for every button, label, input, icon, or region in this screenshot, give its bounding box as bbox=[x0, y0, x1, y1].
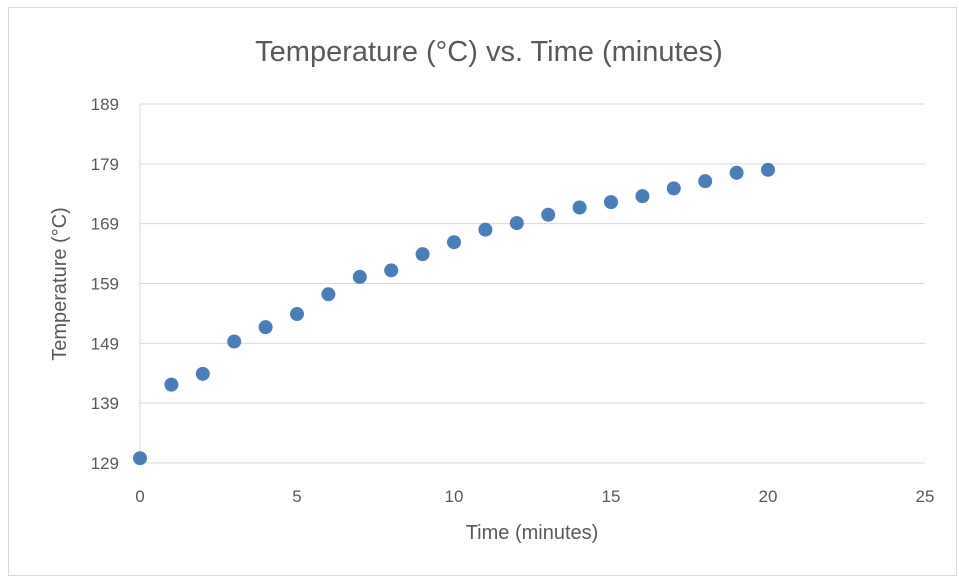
data-point bbox=[290, 307, 304, 322]
chart-title: Temperature (°C) vs. Time (minutes) bbox=[255, 36, 723, 68]
data-point bbox=[384, 263, 399, 278]
y-tick-label: 159 bbox=[91, 275, 119, 294]
x-tick-label: 5 bbox=[292, 487, 301, 506]
gridlines bbox=[139, 103, 925, 463]
data-point bbox=[415, 247, 430, 262]
data-point bbox=[195, 366, 210, 381]
data-point bbox=[478, 222, 493, 237]
data-point bbox=[321, 287, 336, 302]
y-axis-title: Temperature (°C) bbox=[49, 207, 71, 361]
x-tick-label: 25 bbox=[916, 487, 935, 506]
data-point bbox=[761, 162, 775, 177]
y-tick-label: 169 bbox=[91, 215, 119, 234]
data-point bbox=[666, 181, 681, 196]
x-tick-label: 10 bbox=[445, 487, 464, 506]
data-point bbox=[635, 189, 650, 204]
data-point bbox=[352, 269, 367, 284]
data-point bbox=[133, 451, 147, 466]
y-tick-labels: 129 139 149 159 169 179 189 bbox=[91, 95, 119, 473]
data-point bbox=[509, 216, 524, 231]
data-point bbox=[698, 174, 713, 189]
scatter-chart: Temperature (°C) vs. Time (minutes) 1291… bbox=[49, 36, 934, 544]
y-tick-label: 129 bbox=[91, 454, 119, 473]
data-point bbox=[604, 195, 618, 210]
y-tick-label: 139 bbox=[91, 394, 119, 413]
x-tick-label: 20 bbox=[759, 487, 778, 506]
x-tick-labels: 0 5 10 15 20 25 bbox=[135, 487, 934, 506]
y-tick-label: 189 bbox=[91, 95, 119, 114]
data-point bbox=[258, 320, 273, 335]
data-point bbox=[227, 334, 242, 349]
data-point bbox=[729, 165, 744, 180]
x-axis-title: Time (minutes) bbox=[466, 522, 599, 544]
chart-area: Temperature (°C) vs. Time (minutes) 129 1… bbox=[8, 7, 957, 576]
x-tick-label: 15 bbox=[602, 487, 621, 506]
data-points bbox=[133, 162, 775, 466]
data-point bbox=[572, 200, 587, 215]
y-tick-label: 179 bbox=[91, 155, 119, 174]
data-point bbox=[447, 235, 461, 250]
data-point bbox=[164, 377, 179, 392]
x-tick-label: 0 bbox=[135, 487, 144, 506]
y-tick-label: 149 bbox=[91, 334, 119, 353]
data-point bbox=[541, 207, 556, 222]
